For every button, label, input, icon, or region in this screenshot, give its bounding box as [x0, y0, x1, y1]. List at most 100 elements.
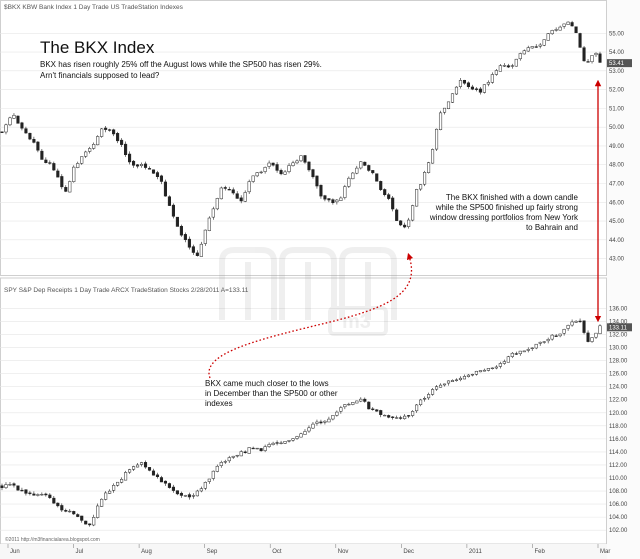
- spy-candle-body: [578, 320, 582, 323]
- spy-candle-body: [203, 482, 207, 489]
- bkx-candle-body: [458, 80, 463, 87]
- spy-candle-body: [371, 408, 375, 410]
- spy-candle-body: [590, 337, 594, 342]
- spy-candle-body: [195, 490, 199, 497]
- spy-candle-body: [207, 478, 211, 482]
- bkx-candle-body: [92, 143, 96, 149]
- bkx-candle-body: [163, 181, 168, 197]
- spy-candle-body: [355, 400, 359, 404]
- chart-title: The BKX Index: [40, 38, 155, 57]
- right-note-line-3: window dressing portfolios from New York: [429, 213, 579, 222]
- spy-candle-body: [307, 427, 311, 432]
- bkx-candle-body: [442, 107, 447, 113]
- bkx-candle-body: [287, 165, 291, 172]
- spy-candle-body: [303, 431, 307, 435]
- spy-candle-body: [171, 486, 175, 491]
- bkx-candle-body: [594, 52, 598, 56]
- bkx-candle-body: [315, 175, 319, 187]
- spy-candle-body: [506, 356, 510, 363]
- spy-candle-body: [175, 490, 179, 495]
- bkx-candle-body: [32, 139, 36, 143]
- spy-candle-body: [594, 332, 598, 338]
- bkx-candle-body: [215, 198, 219, 210]
- spy-y-tick-label: 112.00: [609, 463, 628, 469]
- spy-candle-body: [407, 415, 411, 417]
- bkx-candle-body: [466, 82, 470, 87]
- bkx-candle-body: [100, 128, 104, 137]
- bkx-candle-body: [355, 167, 359, 174]
- subtitle-line-1: BKX has risen roughly 25% off the August…: [40, 60, 322, 69]
- bkx-candle-body: [84, 151, 88, 157]
- time-axis: [0, 544, 607, 559]
- right-note-line-2: while the SP500 finished up fairly stron…: [435, 203, 578, 212]
- spy-candle-body: [470, 374, 474, 376]
- spy-candle-body: [442, 383, 447, 386]
- bkx-candle-body: [195, 252, 199, 256]
- bkx-candle-body: [159, 175, 164, 182]
- bkx-y-tick-label: 49.00: [609, 144, 625, 150]
- bkx-candle-body: [283, 171, 287, 175]
- spy-y-tick-label: 120.00: [609, 411, 628, 417]
- bkx-candle-body: [454, 86, 459, 95]
- bkx-candle-body: [259, 171, 263, 174]
- spy-candle-body: [199, 488, 203, 492]
- x-tick-label: Sep: [207, 549, 218, 555]
- spy-candle-body: [291, 438, 295, 441]
- spy-candle-body: [550, 334, 554, 340]
- spy-candle-body: [311, 423, 315, 429]
- bkx-candle-body: [116, 133, 120, 142]
- bkx-candle-body: [371, 170, 375, 174]
- spy-y-tick-label: 114.00: [609, 450, 628, 456]
- bkx-candle-body: [327, 198, 331, 201]
- bkx-candle-body: [132, 160, 136, 166]
- copyright-text: ©2011 http://m3financialarea.blogspot.co…: [5, 536, 100, 543]
- right-note-line-1: The BKX finished with a down candle: [446, 193, 579, 202]
- spy-candle-body: [56, 502, 60, 507]
- spy-candle-body: [546, 339, 550, 342]
- bkx-candle-body: [56, 170, 60, 178]
- spy-candle-body: [383, 414, 387, 417]
- spy-candle-body: [538, 341, 542, 344]
- spy-candle-body: [558, 333, 562, 337]
- spy-candle-body: [28, 492, 32, 494]
- spy-candle-body: [434, 386, 439, 390]
- spy-candle-body: [586, 332, 590, 342]
- bkx-candle-body: [255, 172, 259, 177]
- spy-candle-body: [159, 477, 164, 483]
- bkx-candle-body: [407, 219, 411, 227]
- bkx-candle-body: [231, 189, 235, 194]
- spy-candle-body: [295, 436, 299, 439]
- bkx-candle-body: [227, 189, 231, 191]
- spy-last-price-tag: [607, 323, 632, 332]
- bkx-candle-body: [267, 162, 271, 167]
- spy-candle-body: [466, 374, 470, 377]
- bkx-candle-body: [450, 93, 455, 103]
- bkx-candle-body: [431, 149, 435, 164]
- spy-candle-body: [16, 485, 20, 491]
- spy-candle-body: [239, 451, 243, 457]
- bkx-candle-body: [128, 153, 132, 163]
- spy-candle-body: [283, 440, 287, 444]
- spy-candle-body: [486, 368, 490, 371]
- spy-candle-body: [570, 321, 574, 326]
- spy-candle-body: [494, 366, 498, 369]
- bkx-candle-body: [76, 163, 80, 168]
- bkx-candle-body: [550, 30, 554, 35]
- bkx-candle-body: [275, 164, 279, 171]
- bkx-candle-body: [530, 46, 534, 49]
- spy-candle-body: [243, 451, 247, 453]
- spy-candle-body: [427, 394, 431, 399]
- spy-candle-body: [215, 465, 219, 472]
- spy-candle-body: [478, 370, 482, 373]
- bkx-candle-body: [211, 208, 215, 218]
- spy-y-tick-label: 122.00: [609, 398, 628, 404]
- bkx-candle-body: [120, 139, 124, 145]
- bkx-candle-body: [351, 172, 355, 180]
- spy-candle-body: [259, 448, 263, 452]
- bkx-candle-body: [578, 33, 582, 48]
- spy-candle-body: [60, 505, 64, 511]
- bkx-candle-body: [207, 217, 211, 231]
- spy-candle-body: [275, 442, 279, 444]
- spy-candle-body: [40, 493, 44, 496]
- bkx-candle-body: [28, 132, 32, 140]
